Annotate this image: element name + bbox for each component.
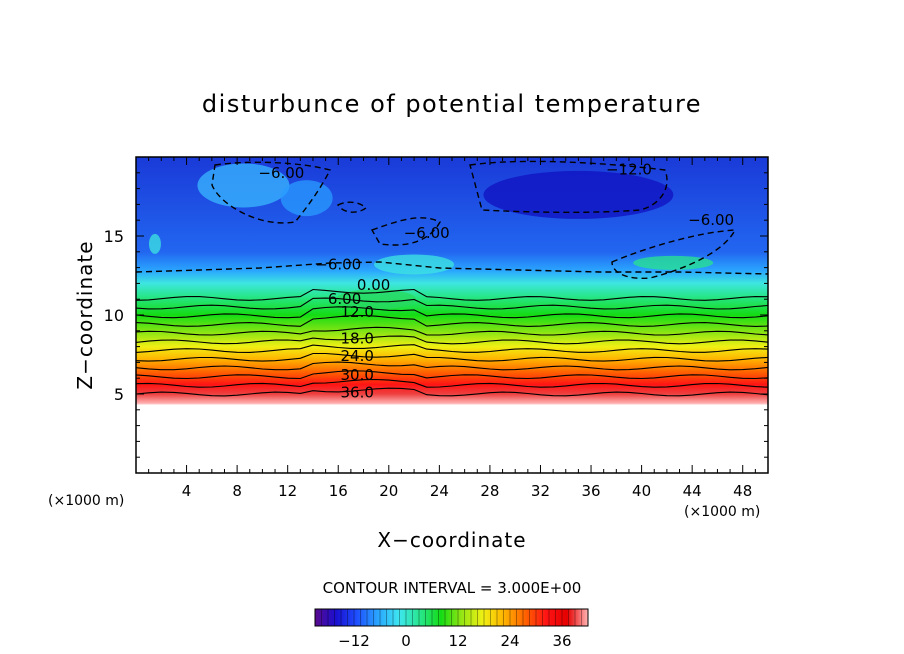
cold-pocket-mid (280, 180, 333, 217)
x-tick-label: 24 (430, 482, 449, 500)
colorbar-tick-labels: −12 0 12 24 36 (338, 632, 571, 650)
contour-value-label: 6.00 (328, 290, 361, 308)
contour-interval-note: CONTOUR INTERVAL = 3.000E+00 (323, 579, 582, 597)
chart-title: disturbunce of potential temperature (202, 90, 702, 118)
x-tick-labels: 4 8 12 16 20 24 28 32 36 40 44 48 (182, 482, 752, 500)
x-unit-right: (×1000 m) (684, 504, 760, 520)
contour-line-solid (136, 297, 768, 310)
axis-ticks (136, 157, 768, 473)
cold-core-right (483, 170, 674, 219)
contour-line-solid (136, 335, 768, 345)
contour-line-dashed (211, 161, 332, 224)
contour-line-solid (136, 370, 768, 380)
contour-line-dashed (611, 229, 737, 279)
contour-value-label: 30.0 (340, 366, 373, 384)
x-tick-label: 20 (379, 482, 398, 500)
contour-line-dashed (336, 201, 368, 213)
contour-line-dashed (370, 217, 441, 246)
y-tick-label: 10 (104, 306, 124, 325)
x-unit-left: (×1000 m) (48, 493, 124, 509)
contour-line-solid (136, 352, 768, 362)
x-tick-label: 28 (480, 482, 499, 500)
colorbar-frame (314, 608, 589, 627)
contour-value-label: −6.00 (404, 224, 450, 242)
contour-line-solid (136, 314, 768, 327)
contour-line-solid (136, 378, 768, 388)
y-tick-labels: 5 10 15 (104, 227, 124, 404)
contour-value-label: 0.00 (357, 276, 390, 294)
colorbar-tick-label: −12 (338, 632, 370, 650)
colorbar-ticks (314, 609, 589, 626)
colorbar-tick-label: 24 (500, 632, 519, 650)
warm-spot-edge (148, 233, 161, 254)
y-tick-label: 5 (114, 385, 124, 404)
x-tick-label: 36 (581, 482, 600, 500)
x-tick-label: 48 (733, 482, 752, 500)
contour-line-solid (136, 288, 768, 301)
contour-lines (136, 160, 768, 397)
colorbar: −12 0 12 24 36 (314, 608, 589, 650)
colorbar-tick-label: 12 (448, 632, 467, 650)
x-tick-label: 8 (232, 482, 242, 500)
green-bulge (336, 289, 417, 310)
contour-line-dashed (469, 160, 668, 213)
contour-line-solid (136, 326, 768, 336)
x-tick-label: 32 (531, 482, 550, 500)
contour-value-label: 36.0 (340, 383, 373, 401)
warm-patch-center (374, 254, 455, 275)
contour-value-label: 12.0 (340, 303, 373, 321)
contour-line-solid (136, 344, 768, 353)
contour-line-solid (136, 387, 768, 397)
contour-line-solid (136, 306, 768, 319)
contour-line-dashed (136, 261, 768, 275)
x-axis-label: X−coordinate (377, 528, 526, 552)
colorbar-tick-label: 0 (401, 632, 411, 650)
x-tick-label: 40 (632, 482, 651, 500)
x-tick-label: 4 (182, 482, 192, 500)
contour-line-solid (136, 361, 768, 371)
contour-value-label: −6.00 (258, 164, 304, 182)
x-tick-label: 16 (329, 482, 348, 500)
contour-value-label: 24.0 (340, 347, 373, 365)
warm-tongue-right (633, 255, 714, 270)
contour-value-label: −12.0 (606, 161, 652, 179)
contour-value-label: 18.0 (340, 330, 373, 348)
y-axis-label: Z−coordinate (73, 240, 97, 389)
contour-value-label: −6.00 (315, 255, 361, 273)
y-tick-label: 15 (104, 227, 124, 246)
x-tick-label: 44 (683, 482, 702, 500)
contour-value-label: −6.00 (688, 211, 734, 229)
colorbar-tick-label: 36 (552, 632, 571, 650)
x-tick-label: 12 (278, 482, 297, 500)
plot-area (136, 157, 768, 473)
field-anomalies (148, 163, 714, 310)
